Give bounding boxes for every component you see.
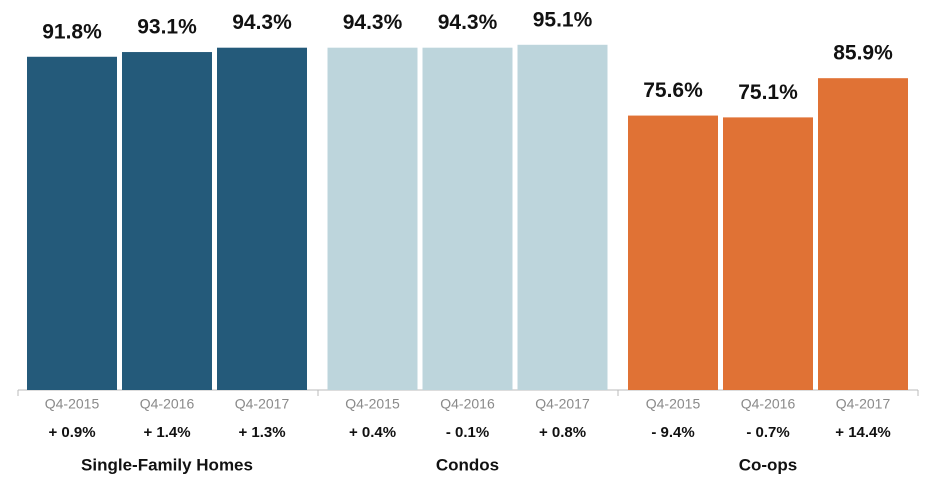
group-label: Single-Family Homes — [81, 455, 253, 474]
x-tick-label: Q4-2017 — [836, 396, 891, 412]
value-label: 91.8% — [42, 20, 102, 43]
value-label: 95.1% — [533, 8, 593, 31]
change-label: - 0.7% — [746, 424, 789, 441]
group-label: Co-ops — [739, 455, 798, 474]
change-label: + 0.4% — [349, 424, 396, 441]
x-tick-label: Q4-2016 — [741, 396, 796, 412]
value-label: 75.6% — [643, 79, 703, 102]
change-label: + 0.9% — [48, 424, 95, 441]
x-tick-label: Q4-2015 — [646, 396, 701, 412]
bar — [628, 115, 718, 391]
bar — [818, 78, 908, 391]
change-label: - 9.4% — [651, 424, 694, 441]
value-label: 94.3% — [438, 11, 498, 34]
bar — [122, 52, 212, 391]
x-tick-label: Q4-2017 — [235, 396, 290, 412]
change-label: - 0.1% — [446, 424, 489, 441]
value-label: 75.1% — [738, 81, 798, 104]
bar — [327, 47, 418, 390]
x-tick-label: Q4-2015 — [345, 396, 400, 412]
bar — [422, 47, 513, 390]
change-label: + 14.4% — [835, 424, 890, 441]
x-tick-label: Q4-2015 — [45, 396, 100, 412]
value-label: 94.3% — [232, 11, 292, 34]
bar — [217, 47, 307, 390]
value-label: 85.9% — [833, 42, 893, 65]
x-tick-label: Q4-2017 — [535, 396, 590, 412]
change-label: + 1.3% — [238, 424, 285, 441]
x-tick-label: Q4-2016 — [440, 396, 495, 412]
x-tick-label: Q4-2016 — [140, 396, 195, 412]
change-label: + 1.4% — [143, 424, 190, 441]
value-label: 93.1% — [137, 16, 197, 39]
bar — [27, 56, 117, 391]
group-label: Condos — [436, 455, 499, 474]
bar — [517, 44, 608, 391]
change-label: + 0.8% — [539, 424, 586, 441]
value-label: 94.3% — [343, 11, 403, 34]
bar — [723, 117, 813, 391]
